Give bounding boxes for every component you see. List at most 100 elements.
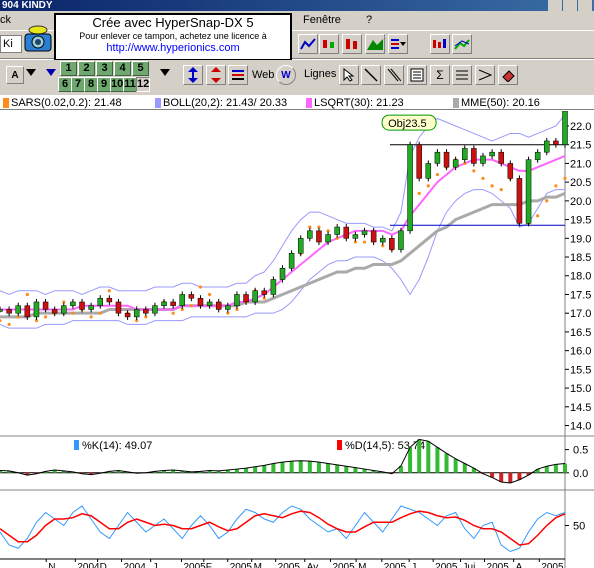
period-5-button[interactable]: 5 (132, 61, 149, 76)
sars-point (426, 184, 430, 188)
line-chart-button[interactable] (298, 34, 318, 54)
pointer-tool-button[interactable] (339, 65, 359, 85)
candle-chart-icon (323, 40, 334, 48)
period-1-button[interactable]: 1 (60, 61, 77, 76)
menu-item-help[interactable]: ? (366, 14, 373, 26)
indicator-button[interactable] (430, 34, 450, 54)
symbol-field[interactable]: Ki (0, 35, 22, 53)
overlay-button[interactable] (452, 34, 472, 54)
period-8-button[interactable]: 8 (84, 77, 98, 92)
sars-point (135, 319, 139, 323)
maximize-button[interactable] (563, 0, 577, 11)
overlay-icon (454, 39, 470, 50)
web-button[interactable]: W (276, 65, 296, 85)
price-tick-label: 21.0 (570, 158, 591, 170)
period-11-button[interactable]: 11 (123, 77, 137, 92)
x-tick-label: 2004 (77, 562, 100, 568)
zoom-vertical-button-2[interactable] (206, 65, 226, 85)
menu-item-fenetre[interactable]: Fenêtre (303, 14, 341, 26)
sars-point (226, 311, 230, 315)
price-tick-label: 14.5 (570, 402, 591, 414)
line-tool-button[interactable] (361, 65, 381, 85)
sigma-tool-button[interactable]: Σ (430, 65, 450, 85)
parallel-tool-button[interactable] (384, 65, 404, 85)
volume-button[interactable] (388, 34, 408, 54)
price-tick-label: 19.0 (570, 233, 591, 245)
line-chart-icon (300, 38, 316, 50)
lignes-label: Lignes (304, 68, 337, 80)
period-9-button[interactable]: 9 (97, 77, 111, 92)
x-tick-label: 2005 (384, 562, 407, 568)
price-tick-label: 22.0 (570, 121, 591, 133)
sars-point (71, 311, 75, 315)
scroll-down-icon-2[interactable] (46, 69, 56, 76)
bar-chart-button[interactable] (342, 34, 362, 54)
zoom-vertical-button[interactable] (183, 65, 203, 85)
sars-point (180, 307, 184, 312)
price-candle (143, 309, 149, 314)
a-button[interactable]: A (6, 66, 24, 84)
mme-label: MME(50): 20.16 (461, 97, 540, 109)
minimize-button[interactable] (548, 0, 562, 11)
period-4-button[interactable]: 4 (114, 61, 131, 76)
price-candle (243, 294, 249, 303)
sars-point (7, 322, 11, 327)
x-tick-label: Jui (463, 562, 476, 568)
x-tick-label: 2005 (435, 562, 458, 568)
stoch-d-label: %D(14,5): 53.74 (345, 440, 425, 452)
price-candle (516, 178, 523, 224)
scroll-down-icon[interactable] (26, 69, 36, 76)
sars-point (43, 315, 48, 319)
period-3-button[interactable]: 3 (96, 61, 113, 76)
sars-point (189, 304, 193, 308)
price-candle (97, 297, 103, 306)
channel-tool-button[interactable] (475, 65, 495, 85)
stoch-d-line (0, 510, 566, 546)
price-candle (42, 301, 49, 310)
price-tick-label: 18.0 (570, 271, 591, 283)
period-selector: 1 2 3 4 5 6 7 8 9 10 11 12 (58, 61, 158, 93)
legend-lsqrt[interactable]: LSQRT(30): 21.23 (306, 97, 404, 109)
boll-lower-line (0, 189, 565, 329)
window-title-bar[interactable]: 904 KINDY (0, 0, 594, 11)
area-chart-button[interactable] (365, 34, 385, 54)
x-tick-label: 2005 (541, 562, 564, 568)
stoch-k-line (0, 505, 566, 553)
chart-background (0, 111, 594, 568)
x-tick-label: M (254, 562, 262, 568)
web-label[interactable]: Web (252, 69, 275, 81)
chart-area[interactable]: %K(14): 49.07 %D(14,5): 53.74 22.0 21.5 21.0… (0, 111, 594, 568)
price-candle (525, 159, 532, 224)
price-candle (553, 140, 559, 145)
sars-point (308, 225, 312, 229)
period-12-button[interactable]: 12 (136, 77, 150, 92)
legend-boll[interactable]: BOLL(20,2): 21.43/ 20.33 (155, 97, 287, 109)
menu-item-partial[interactable]: ck (0, 14, 11, 26)
price-candle (252, 290, 258, 303)
period-2-button[interactable]: 2 (78, 61, 95, 76)
close-button[interactable] (578, 0, 592, 11)
boll-swatch (155, 98, 161, 108)
legend-sars[interactable]: SARS(0.02,0.2): 21.48 (3, 97, 122, 109)
sars-point (499, 188, 503, 192)
period-7-button[interactable]: 7 (71, 77, 85, 92)
macd-tick-label: 0.0 (573, 468, 588, 480)
ohlc-icon (346, 39, 357, 49)
lines-style-button[interactable] (228, 65, 248, 85)
eraser-tool-button[interactable] (498, 65, 518, 85)
candle-chart-button[interactable] (319, 34, 339, 54)
sars-point (0, 319, 2, 323)
sars-point (381, 244, 385, 248)
sars-point (463, 161, 467, 166)
hypersnap-watermark: Crée avec HyperSnap-DX 5 Pour enlever ce… (54, 13, 292, 61)
legend-mme[interactable]: MME(50): 20.16 (453, 97, 540, 109)
period-10-button[interactable]: 10 (110, 77, 124, 92)
price-candle (452, 159, 459, 168)
sars-point (198, 285, 203, 289)
text-tool-button[interactable] (407, 65, 427, 85)
period-6-button[interactable]: 6 (58, 77, 72, 92)
sars-point (545, 199, 549, 203)
fibonacci-tool-button[interactable] (452, 65, 472, 85)
objective-badge[interactable] (381, 114, 437, 131)
scroll-down-icon-3[interactable] (160, 69, 170, 76)
